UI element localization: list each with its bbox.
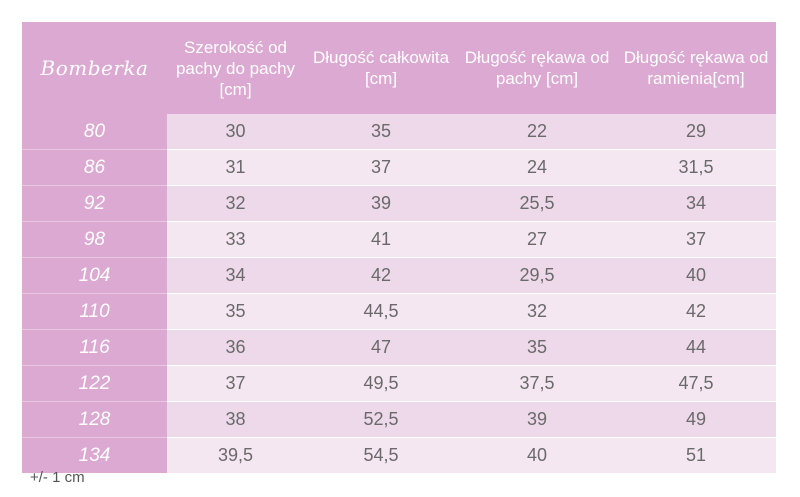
- table-cell: 42: [304, 257, 458, 293]
- size-label: 92: [22, 185, 167, 221]
- table-cell: 33: [167, 221, 304, 257]
- table-row: 116 36 47 35 44: [22, 329, 776, 365]
- header-sleeve-length-shoulder: Długość rękawa od ramienia[cm]: [616, 22, 776, 114]
- table-cell: 54,5: [304, 437, 458, 473]
- table-row: 122 37 49,5 37,5 47,5: [22, 365, 776, 401]
- table-cell: 37,5: [458, 365, 616, 401]
- table-cell: 37: [304, 149, 458, 185]
- size-label: 104: [22, 257, 167, 293]
- table-cell: 34: [167, 257, 304, 293]
- table-cell: 24: [458, 149, 616, 185]
- table-cell: 40: [616, 257, 776, 293]
- table-cell: 49: [616, 401, 776, 437]
- header-chest-width: Szerokość od pachy do pachy [cm]: [167, 22, 304, 114]
- table-cell: 51: [616, 437, 776, 473]
- table-cell: 37: [616, 221, 776, 257]
- table-cell: 52,5: [304, 401, 458, 437]
- table-cell: 37: [167, 365, 304, 401]
- table-cell: 36: [167, 329, 304, 365]
- table-row: 128 38 52,5 39 49: [22, 401, 776, 437]
- table-cell: 44,5: [304, 293, 458, 329]
- table-cell: 42: [616, 293, 776, 329]
- table-row: 92 32 39 25,5 34: [22, 185, 776, 221]
- table-cell: 39,5: [167, 437, 304, 473]
- size-label: 98: [22, 221, 167, 257]
- table-cell: 30: [167, 114, 304, 149]
- size-chart-table: Bomberka Szerokość od pachy do pachy [cm…: [22, 22, 776, 473]
- table-row: 86 31 37 24 31,5: [22, 149, 776, 185]
- table-cell: 47,5: [616, 365, 776, 401]
- table-cell: 29: [616, 114, 776, 149]
- size-label: 128: [22, 401, 167, 437]
- table-row: 98 33 41 27 37: [22, 221, 776, 257]
- size-label: 110: [22, 293, 167, 329]
- table-cell: 49,5: [304, 365, 458, 401]
- table-cell: 35: [304, 114, 458, 149]
- table-cell: 40: [458, 437, 616, 473]
- table-row: 104 34 42 29,5 40: [22, 257, 776, 293]
- header-row: Bomberka Szerokość od pachy do pachy [cm…: [22, 22, 776, 114]
- table-cell: 32: [167, 185, 304, 221]
- table-cell: 39: [458, 401, 616, 437]
- table-row: 80 30 35 22 29: [22, 114, 776, 149]
- size-label: 122: [22, 365, 167, 401]
- header-total-length: Długość całkowita [cm]: [304, 22, 458, 114]
- table-cell: 39: [304, 185, 458, 221]
- table-cell: 41: [304, 221, 458, 257]
- table-row: 134 39,5 54,5 40 51: [22, 437, 776, 473]
- tolerance-note: +/- 1 cm: [30, 469, 85, 486]
- table-cell: 27: [458, 221, 616, 257]
- table-cell: 44: [616, 329, 776, 365]
- table-cell: 35: [458, 329, 616, 365]
- table-cell: 29,5: [458, 257, 616, 293]
- table-row: 110 35 44,5 32 42: [22, 293, 776, 329]
- table-cell: 22: [458, 114, 616, 149]
- table-cell: 35: [167, 293, 304, 329]
- table-cell: 25,5: [458, 185, 616, 221]
- header-sleeve-length-armpit: Długość rękawa od pachy [cm]: [458, 22, 616, 114]
- size-label: 80: [22, 114, 167, 149]
- table-cell: 32: [458, 293, 616, 329]
- table-cell: 38: [167, 401, 304, 437]
- brand-logo-text: Bomberka: [22, 22, 167, 114]
- table-cell: 31: [167, 149, 304, 185]
- table-cell: 34: [616, 185, 776, 221]
- table-cell: 47: [304, 329, 458, 365]
- size-label: 86: [22, 149, 167, 185]
- size-label: 116: [22, 329, 167, 365]
- size-label: 134: [22, 437, 167, 473]
- table-cell: 31,5: [616, 149, 776, 185]
